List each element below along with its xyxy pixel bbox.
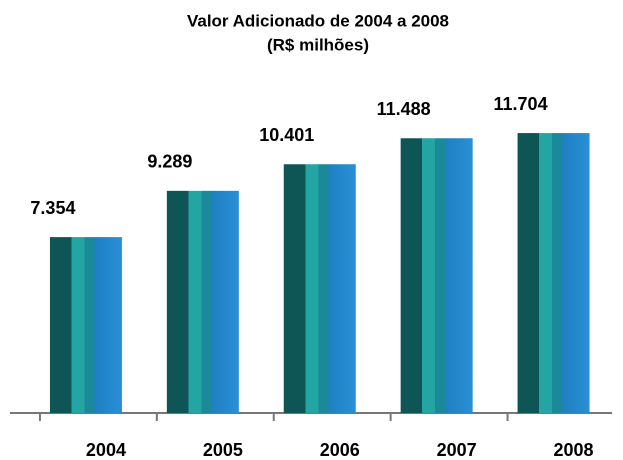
chart-subtitle: (R$ milhões) xyxy=(267,35,369,54)
bar xyxy=(400,138,473,413)
x-tick-label: 2005 xyxy=(203,440,243,460)
x-tick-label: 2004 xyxy=(86,440,126,460)
value-label: 7.354 xyxy=(30,198,75,218)
bar xyxy=(166,190,239,413)
bar xyxy=(517,133,590,413)
bar xyxy=(49,237,122,413)
value-label: 11.488 xyxy=(377,99,431,119)
x-tick-label: 2007 xyxy=(437,440,477,460)
value-label: 9.289 xyxy=(147,152,192,172)
value-label: 11.704 xyxy=(494,94,548,114)
x-tick-label: 2008 xyxy=(554,440,594,460)
value-label: 10.401 xyxy=(259,125,314,145)
x-tick-label: 2006 xyxy=(320,440,360,460)
bar xyxy=(283,164,356,413)
chart-title: Valor Adicionado de 2004 a 2008 xyxy=(187,11,449,30)
